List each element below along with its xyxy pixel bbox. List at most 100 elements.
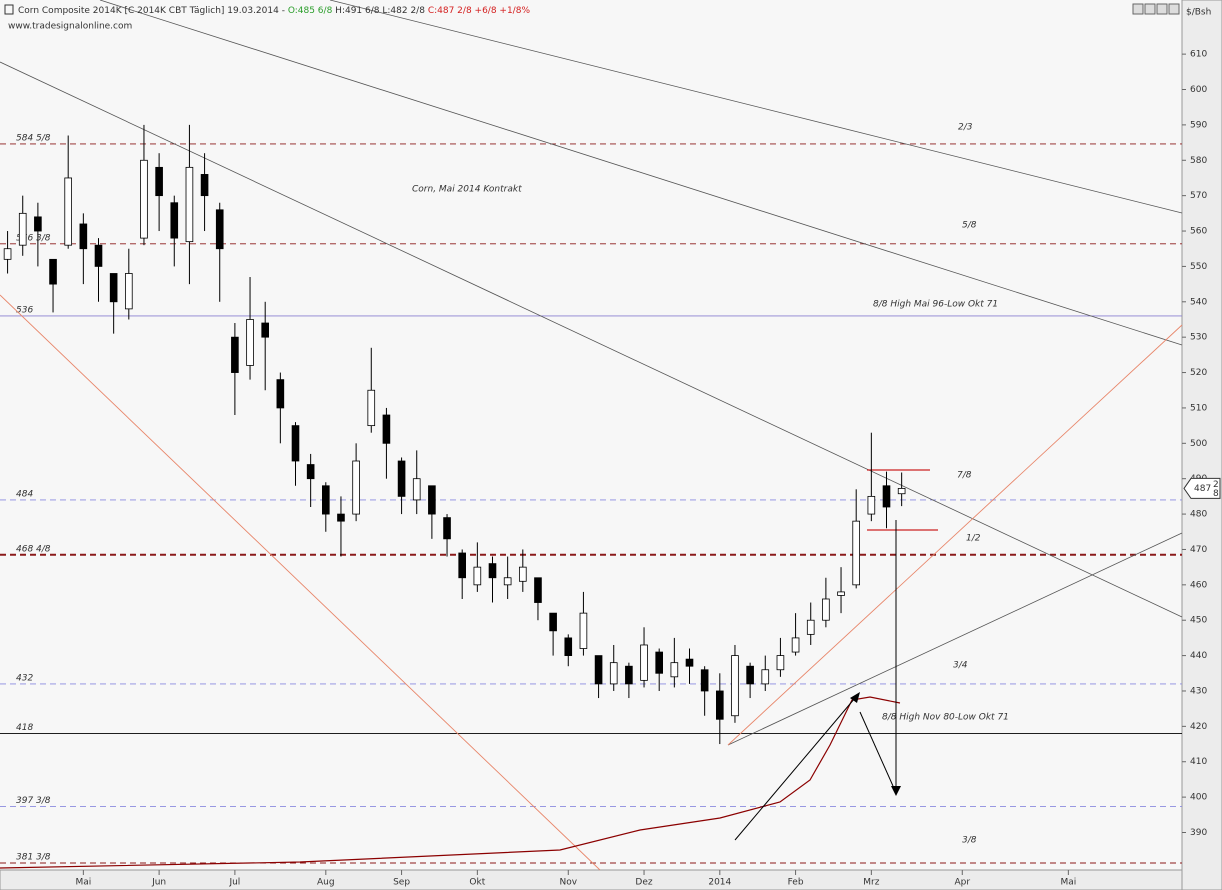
candle-body [579,612,588,649]
candle-body [837,591,845,596]
candle-body [18,212,27,246]
candle-body [822,598,830,621]
toolbar-button[interactable] [1132,3,1144,15]
candle-body [473,566,482,586]
candle-body [140,159,148,239]
candle-body [3,248,12,260]
candle-body [200,174,209,197]
y-tick-label: 440 [1190,651,1207,661]
candle-body [246,319,254,366]
x-tick-label: Okt [469,878,485,888]
level-label: 468 4/8 [16,544,51,554]
y-tick-label: 400 [1190,793,1207,803]
candle-body [306,464,315,480]
toolbar-button[interactable] [1144,3,1156,15]
trendline [99,0,1183,346]
y-axis-panel [1181,0,1222,890]
candle-body [458,552,467,579]
y-tick-label: 520 [1190,368,1207,378]
x-tick-label: Mrz [863,878,879,888]
toolbar [1132,3,1180,15]
candle-body [109,273,118,303]
trendline [329,0,1183,214]
annotation: 8/8 High Mai 96-Low Okt 71 [873,300,998,310]
y-tick-label: 450 [1190,616,1207,626]
candle-body [655,651,664,674]
trendline [727,532,1183,746]
candle-body [776,655,785,671]
y-tick-label: 610 [1190,50,1207,60]
last-price-numerator: 2 [1213,480,1219,490]
candle-body [746,665,754,685]
levels: 584 5/8 556 3/8 536 484 468 4/8 432 418 397 3/8… [0,133,1182,864]
annotation: 5/8 [962,221,977,231]
annotation: 7/8 [957,471,972,481]
y-tick-label: 570 [1190,191,1207,201]
toolbar-button[interactable] [1156,3,1168,15]
candle-body [337,513,345,522]
annotation: 3/4 [953,661,968,671]
low-text: L:482 2/8 [382,6,425,16]
last-price-label: 487 [1194,484,1211,494]
x-axis-panel [0,869,1183,890]
y-unit: $/Bsh [1186,8,1211,18]
candle-body [185,166,194,243]
level-label: 484 [16,489,33,499]
candle-body [806,619,815,635]
annotation: 8/8 High Nov 80-Low Okt 71 [882,713,1009,723]
candle-body [443,517,451,540]
open-text: O:485 6/8 [288,6,333,16]
title-icon [4,4,14,15]
candle-body [276,379,285,409]
annotation: 1/2 [966,534,981,544]
x-tick-label: Nov [559,878,577,888]
arrow [734,697,856,841]
chart-title: Corn Composite 2014K [C 2014K CBT Täglic… [18,6,530,16]
y-tick-label: 460 [1190,580,1207,590]
candle-body [882,485,891,508]
candle-body [503,577,512,586]
arrow [859,711,894,787]
level-label: 418 [16,723,33,733]
candle-body [897,488,906,495]
title-text: Corn Composite 2014K [C 2014K CBT Täglic… [18,6,285,16]
last-price-denominator: 8 [1213,489,1219,499]
level-label: 584 5/8 [16,133,51,143]
candle-body [64,177,73,246]
x-tick-label: Mai [75,878,91,888]
y-tick-label: 540 [1190,297,1207,307]
candle-body [382,414,391,444]
y-tick-label: 500 [1190,439,1207,449]
close-text: C:487 2/8 +6/8 +1/8% [428,6,531,16]
y-tick-label: 410 [1190,757,1207,767]
candle-body [49,258,57,285]
trendlines [0,0,1183,871]
candle-body [291,425,300,462]
y-tick-label: 510 [1190,403,1207,413]
candle-body [321,485,330,515]
candle-body [367,389,376,427]
candle-body [518,566,527,582]
candle-body [170,202,179,239]
y-tick-label: 550 [1190,262,1207,272]
y-tick-label: 420 [1190,722,1207,732]
x-tick-label: Jul [228,878,240,888]
trendline [0,61,1183,618]
candle-body [34,216,42,232]
candle-body [261,322,270,338]
x-tick-label: 2014 [708,878,731,888]
candle-body [352,460,360,515]
x-tick-label: Mai [1060,878,1076,888]
candle-body [594,655,603,685]
x-tick-label: Apr [954,878,970,888]
level-label: 381 3/8 [16,853,51,863]
toolbar-button[interactable] [1168,3,1180,15]
x-tick-label: Sep [393,878,410,888]
candle-body [731,655,739,717]
candle-body [215,209,224,250]
candle-body [549,612,557,632]
x-tick-label: Dez [635,878,652,888]
y-tick-label: 560 [1190,227,1207,237]
candle-body [564,637,573,656]
trendline [727,324,1183,746]
